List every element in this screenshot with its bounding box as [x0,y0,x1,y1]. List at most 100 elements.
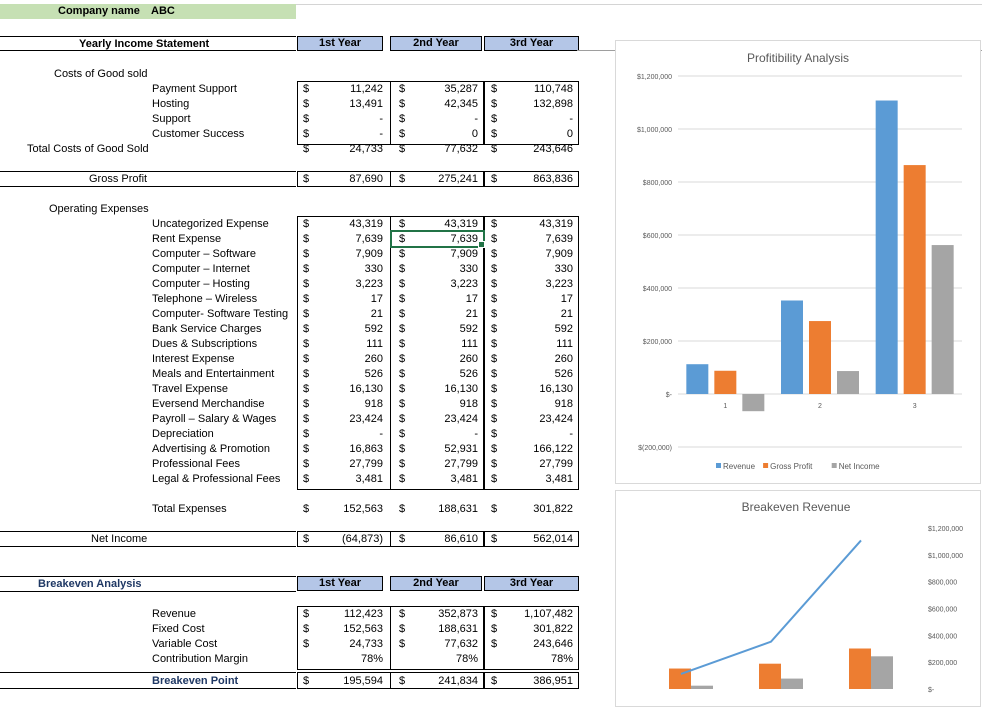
cell-value-y2[interactable]: 21 [465,308,478,320]
cell-value-y3[interactable]: 260 [554,353,573,365]
cell-value-y3[interactable]: 3,481 [545,473,573,485]
cell-value-y2[interactable]: 35,287 [444,83,478,95]
cell-value-y2[interactable]: 0 [471,128,478,140]
cell-value-y3[interactable]: 17 [560,293,573,305]
cell-value-y3[interactable]: 301,822 [533,503,573,515]
cell-value-y2[interactable]: 111 [461,338,478,350]
cell-value-y1[interactable]: 24,733 [349,143,383,155]
cell-value-y3[interactable]: 863,836 [533,173,573,185]
cell-value-y3[interactable]: - [569,113,573,125]
year3-header[interactable]: 3rd Year [484,36,579,51]
cell-value-y3[interactable]: 132,898 [533,98,573,110]
cell-value-y3[interactable]: 243,646 [533,143,573,155]
cell-value-y1[interactable]: 7,909 [355,248,383,260]
cell-value-y1[interactable]: 21 [370,308,383,320]
fill-handle[interactable] [478,241,485,248]
cell-value-y1[interactable]: 17 [370,293,383,305]
cell-value-y1[interactable]: 43,319 [349,218,383,230]
cell-value-y2[interactable]: 188,631 [438,623,478,635]
cell-value-y1[interactable]: 526 [364,368,383,380]
cell-value-y1[interactable]: 87,690 [349,173,383,185]
cell-value-y1[interactable]: 195,594 [343,675,383,687]
breakeven-year1-header[interactable]: 1st Year [297,576,383,591]
cell-value-y3[interactable]: 27,799 [539,458,573,470]
year1-header[interactable]: 1st Year [297,36,383,51]
cell-value-y1[interactable]: 3,223 [355,278,383,290]
cell-value-y2[interactable]: 23,424 [444,413,478,425]
cell-value-y1[interactable]: 330 [364,263,383,275]
cell-value-y1[interactable]: 111 [366,338,383,350]
cell-value-y2[interactable]: 77,632 [444,638,478,650]
cell-value-y3[interactable]: 330 [554,263,573,275]
profitability-chart[interactable]: Profitibility Analysis $1,200,000 $1,000,0… [615,40,981,484]
selected-cell[interactable] [390,230,485,248]
cell-value-y1[interactable]: 23,424 [349,413,383,425]
cell-value-y2[interactable]: 78% [455,653,478,665]
cell-value-y3[interactable]: 21 [560,308,573,320]
cell-value-y2[interactable]: 52,931 [444,443,478,455]
cell-value-y2[interactable]: 77,632 [444,143,478,155]
cell-value-y3[interactable]: 7,909 [545,248,573,260]
cell-value-y2[interactable]: - [474,428,478,440]
cell-value-y2[interactable]: 17 [465,293,478,305]
cell-value-y2[interactable]: 241,834 [438,675,478,687]
cell-value-y3[interactable]: 23,424 [539,413,573,425]
cell-value-y1[interactable]: 16,130 [349,383,383,395]
cell-value-y1[interactable]: 27,799 [349,458,383,470]
cell-value-y2[interactable]: 16,130 [444,383,478,395]
cell-value-y1[interactable]: - [379,428,383,440]
cell-value-y3[interactable]: 3,223 [545,278,573,290]
cell-value-y3[interactable]: 166,122 [533,443,573,455]
cell-value-y2[interactable]: 275,241 [438,173,478,185]
cell-value-y1[interactable]: 3,481 [355,473,383,485]
cell-value-y1[interactable]: - [379,113,383,125]
cell-value-y3[interactable]: 386,951 [533,675,573,687]
cell-value-y1[interactable]: 13,491 [349,98,383,110]
cell-value-y1[interactable]: 918 [364,398,383,410]
cell-value-y2[interactable]: 526 [459,368,478,380]
cell-value-y2[interactable]: 27,799 [444,458,478,470]
cell-value-y3[interactable]: 243,646 [533,638,573,650]
cell-value-y2[interactable]: 592 [459,323,478,335]
breakeven-year2-header[interactable]: 2nd Year [390,576,482,591]
breakeven-chart[interactable]: Breakeven Revenue $1,200,000 $1,000,000 $80… [615,490,981,707]
cell-value-y3[interactable]: 526 [554,368,573,380]
cell-value-y2[interactable]: - [474,113,478,125]
cell-value-y2[interactable]: 260 [459,353,478,365]
cell-value-y1[interactable]: 260 [364,353,383,365]
year2-header[interactable]: 2nd Year [390,36,482,51]
cell-value-y2[interactable]: 7,639 [450,233,478,245]
cell-value-y2[interactable]: 86,610 [444,533,478,545]
cell-value-y3[interactable]: 918 [554,398,573,410]
cell-value-y1[interactable]: - [379,128,383,140]
cell-value-y3[interactable]: 110,748 [534,83,573,95]
cell-value-y2[interactable]: 42,345 [444,98,478,110]
cell-value-y3[interactable]: 592 [554,323,573,335]
cell-value-y1[interactable]: 24,733 [349,638,383,650]
cell-value-y2[interactable]: 3,481 [450,473,478,485]
cell-value-y3[interactable]: 7,639 [545,233,573,245]
cell-value-y1[interactable]: 112,423 [344,608,383,620]
cell-value-y1[interactable]: 16,863 [349,443,383,455]
cell-value-y3[interactable]: 43,319 [539,218,573,230]
cell-value-y2[interactable]: 188,631 [438,503,478,515]
cell-value-y1[interactable]: 78% [360,653,383,665]
cell-value-y3[interactable]: 0 [566,128,573,140]
cell-value-y2[interactable]: 352,873 [438,608,478,620]
company-name-cell[interactable]: Company name ABC [0,4,296,19]
cell-value-y2[interactable]: 3,223 [450,278,478,290]
cell-value-y1[interactable]: 592 [364,323,383,335]
cell-value-y2[interactable]: 43,319 [444,218,478,230]
cell-value-y2[interactable]: 330 [459,263,478,275]
cell-value-y1[interactable]: (64,873) [342,533,383,545]
cell-value-y3[interactable]: 562,014 [533,533,573,545]
cell-value-y1[interactable]: 152,563 [343,623,383,635]
cell-value-y1[interactable]: 7,639 [355,233,383,245]
cell-value-y3[interactable]: 78% [550,653,573,665]
cell-value-y3[interactable]: 111 [556,338,573,350]
cell-value-y1[interactable]: 152,563 [343,503,383,515]
cell-value-y2[interactable]: 7,909 [450,248,478,260]
cell-value-y2[interactable]: 918 [459,398,478,410]
cell-value-y1[interactable]: 11,242 [350,83,383,95]
cell-value-y3[interactable]: - [569,428,573,440]
